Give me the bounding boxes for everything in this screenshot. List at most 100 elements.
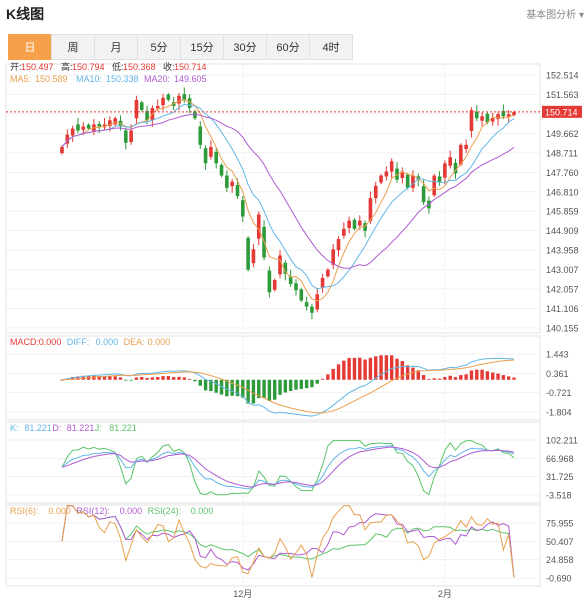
- macd-bar: [459, 375, 463, 380]
- macd-bar: [251, 379, 256, 404]
- y-tick-label: 142.057: [546, 285, 579, 295]
- macd-bar: [432, 378, 436, 380]
- candle-body: [395, 168, 399, 180]
- ma10-line: [61, 103, 515, 290]
- tab-3[interactable]: 月: [94, 34, 138, 60]
- candle-body: [108, 120, 112, 127]
- candle-body: [219, 164, 224, 176]
- analysis-link[interactable]: 基本图分析 ▾: [526, 10, 584, 21]
- ohlc-value: 150.368: [123, 62, 156, 72]
- y-tick-label: 0.361: [546, 369, 569, 379]
- macd-bar: [150, 377, 155, 380]
- macd-bar: [118, 377, 123, 380]
- candle-body: [86, 124, 91, 129]
- macd-bar: [294, 379, 298, 390]
- macd-bar: [219, 379, 224, 395]
- macd-bar: [437, 378, 442, 380]
- kdj-value: 81.221: [67, 423, 95, 433]
- candle-body: [363, 223, 367, 231]
- candle-body: [443, 163, 447, 178]
- macd-bar: [506, 376, 511, 380]
- macd-bar: [171, 377, 176, 380]
- main-panel-frame: [5, 63, 541, 334]
- macd-bar: [374, 356, 378, 380]
- x-tick-label: 12月: [233, 589, 252, 599]
- macd-value: 0.000: [96, 337, 119, 347]
- kdj-label: J:: [95, 423, 102, 433]
- macd-bar: [124, 379, 128, 381]
- ohlc-key: 开:: [10, 62, 22, 72]
- candle-body: [81, 126, 86, 130]
- macd-bar: [411, 367, 415, 380]
- macd-bar: [230, 379, 234, 396]
- ohlc-value: 150.497: [21, 62, 54, 72]
- candle-body: [389, 161, 394, 172]
- y-tick-label: -0.721: [546, 388, 572, 398]
- candle-body: [379, 175, 383, 183]
- ohlc-key: 收:: [163, 61, 175, 72]
- macd-bar: [177, 376, 181, 380]
- macd-bar: [182, 377, 187, 380]
- y-tick-label: 31.725: [546, 472, 574, 482]
- candle-body: [342, 228, 346, 236]
- tab-8[interactable]: 4时: [309, 34, 353, 60]
- tab-6[interactable]: 30分: [223, 34, 267, 60]
- y-tick-label: -1.804: [546, 408, 572, 418]
- candle-body: [464, 144, 468, 149]
- candle-body: [357, 220, 362, 226]
- candle-body: [97, 124, 102, 127]
- macd-bar: [145, 377, 149, 380]
- candle-body: [288, 276, 293, 285]
- candle-body: [490, 118, 495, 122]
- y-tick-label: 146.810: [546, 187, 579, 197]
- kdj-frame: [5, 421, 541, 504]
- macd-bar: [81, 375, 85, 380]
- rsi6-line: [61, 505, 515, 578]
- macd-value: 0.000: [148, 337, 171, 347]
- y-tick-label: -3.518: [546, 491, 572, 501]
- candle-body: [432, 175, 437, 196]
- candle-body: [76, 124, 80, 131]
- ohlc-value: 150.794: [72, 62, 105, 72]
- header: K线图 基本图分析 ▾: [0, 0, 588, 28]
- tab-4[interactable]: 5分: [137, 34, 181, 60]
- candle-body: [161, 97, 165, 106]
- macd-bar: [161, 376, 165, 380]
- macd-bar: [347, 357, 351, 380]
- ma-value: 150.338: [106, 74, 139, 84]
- candle-body: [65, 134, 70, 144]
- candle-body: [485, 113, 490, 123]
- y-tick-label: -0.690: [546, 574, 572, 584]
- macd-bar: [198, 379, 202, 386]
- macd-bar: [60, 379, 64, 381]
- diff-line: [61, 357, 515, 417]
- macd-bar: [70, 376, 75, 380]
- macd-bar: [108, 376, 112, 380]
- macd-bar: [416, 370, 420, 380]
- macd-bar: [352, 357, 357, 380]
- tab-7[interactable]: 60分: [266, 34, 310, 60]
- candle-body: [246, 237, 250, 270]
- macd-bar: [443, 377, 447, 380]
- candle-body: [453, 162, 458, 174]
- candle-body: [203, 148, 208, 164]
- y-tick-label: 75.955: [546, 519, 574, 529]
- macd-bar: [405, 365, 410, 380]
- macd-bar: [395, 358, 399, 380]
- macd-bar: [358, 357, 362, 380]
- candle-body: [272, 279, 277, 290]
- macd-bar: [501, 375, 506, 380]
- candle-body: [400, 171, 405, 179]
- macd-label: MACD:: [10, 337, 39, 347]
- rsi-label: RSI(12):: [76, 506, 110, 516]
- candle-body: [171, 102, 176, 106]
- rsi-value: 0.000: [48, 506, 71, 516]
- tab-5[interactable]: 15分: [180, 34, 224, 60]
- y-tick-label: 152.514: [546, 71, 579, 81]
- macd-bar: [400, 361, 405, 380]
- ohlc-key: 高:: [61, 61, 73, 72]
- macd-bar: [156, 376, 160, 380]
- macd-bar: [320, 378, 325, 380]
- candle-body: [368, 198, 373, 222]
- ma-label: MA5:: [10, 74, 31, 84]
